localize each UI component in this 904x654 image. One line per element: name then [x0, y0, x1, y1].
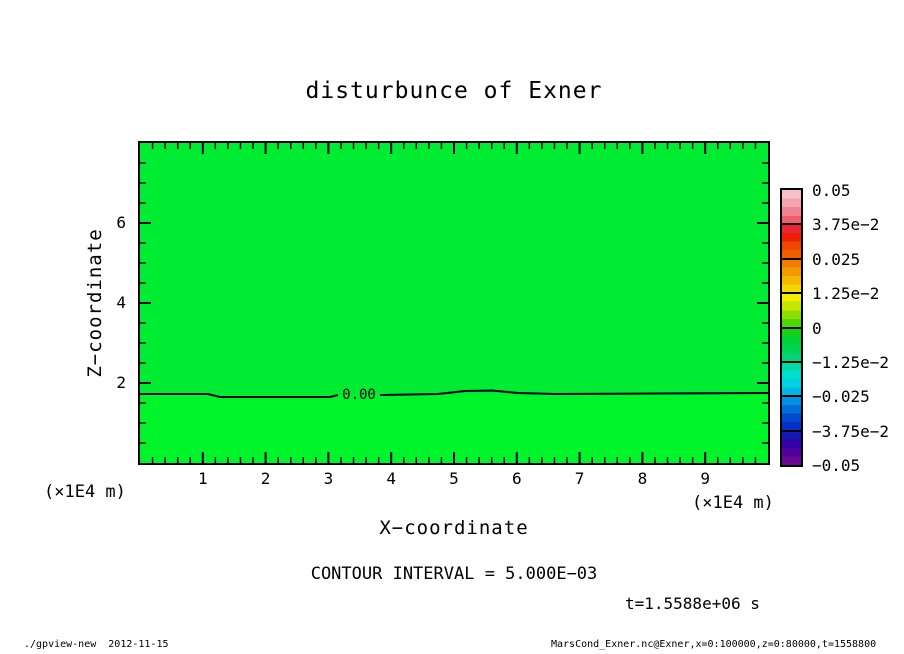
colorbar-tick-line: [782, 395, 801, 398]
colorbar-tick-label: −1.25e−2: [812, 352, 890, 372]
colorbar-tick-label: 3.75e−2: [812, 215, 880, 235]
colorbar-gradient: [782, 190, 801, 465]
colorbar-tick-line: [782, 429, 801, 432]
x-axis-label: X−coordinate: [379, 517, 529, 539]
colorbar-tick-label: −0.05: [812, 456, 861, 475]
x-tick-label: 7: [574, 469, 585, 488]
x-tick-label: 8: [637, 469, 648, 488]
z-tick-labels: 2 4 6: [96, 143, 128, 463]
colorbar-tick-label: −3.75e−2: [812, 421, 890, 441]
z-tick-label: 6: [116, 213, 126, 232]
x-axis-unit-right: (×1E4 m): [692, 493, 774, 513]
x-tick-label: 1: [197, 469, 208, 488]
footer-file-info: MarsCond_Exner.nc@Exner,x=0:100000,z=0:8…: [551, 639, 877, 650]
footer-command-line: ./gpview-new 2012-11-15: [24, 639, 169, 650]
page-title: disturbunce of Exner: [305, 78, 603, 104]
z-tick-label: 4: [116, 293, 126, 312]
contour-label: 0.00: [342, 387, 376, 403]
x-tick-label: 2: [260, 469, 271, 488]
colorbar-tick-label: 0: [812, 318, 822, 338]
colorbar-tick-line: [782, 257, 801, 260]
colorbar-tick-label: 0.025: [812, 249, 861, 269]
contour-interval-note: CONTOUR INTERVAL = 5.000E−03: [310, 564, 598, 584]
time-annotation: t=1.5588e+06 s: [625, 594, 760, 613]
x-tick-label: 5: [449, 469, 459, 488]
colorbar-tick-label: 0.05: [812, 181, 851, 200]
colorbar-tick-label: 1.25e−2: [812, 284, 880, 304]
z-tick-label: 2: [116, 373, 126, 392]
colorbar-tick-line: [782, 292, 801, 295]
x-tick-label: 6: [511, 469, 522, 488]
plot-area: 0.00: [138, 141, 770, 465]
colorbar-tick-line: [782, 360, 801, 363]
plot-ticks-svg: [140, 143, 768, 463]
x-tick-label: 9: [700, 469, 710, 488]
below-contour-fill: [140, 395, 768, 463]
x-tick-labels: 1 2 3 4 5 6 7 8 9: [140, 469, 768, 489]
colorbar: [780, 188, 803, 467]
x-axis-unit-left: (×1E4 m): [44, 482, 126, 502]
x-tick-label: 4: [386, 469, 396, 488]
zero-contour-line: [140, 389, 768, 398]
colorbar-tick-line: [782, 326, 801, 329]
colorbar-tick-line: [782, 223, 801, 226]
x-tick-label: 3: [323, 469, 334, 488]
colorbar-tick-label: −0.025: [812, 387, 870, 407]
colorbar-labels: 0.05 3.75e−2 0.025 1.25e−2 0 −1.25e−2 −0.025 −3…: [812, 181, 904, 481]
